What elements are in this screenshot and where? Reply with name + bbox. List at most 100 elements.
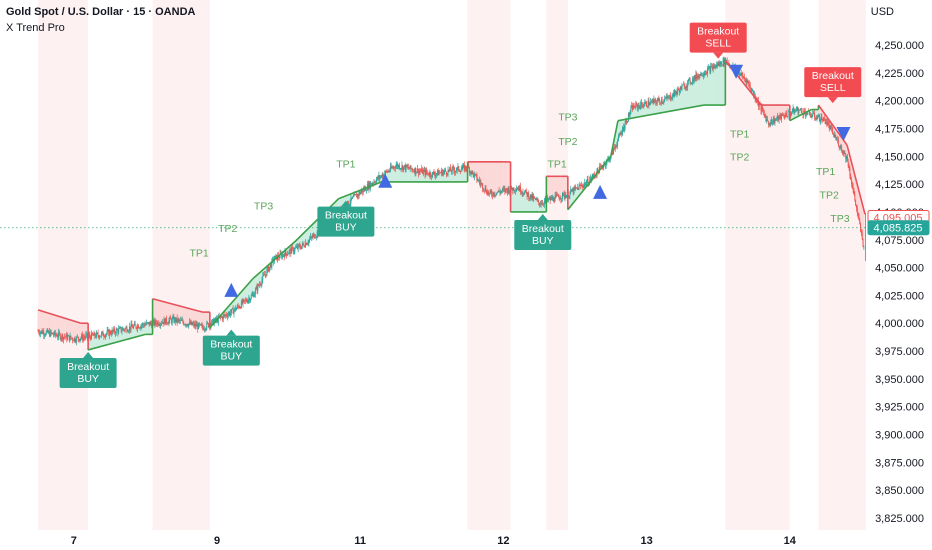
trend-fill-slice [446, 174, 448, 182]
trend-fill-slice [701, 75, 703, 106]
candle-body [621, 133, 623, 134]
trend-fill-slice [176, 305, 178, 322]
candle-body [147, 322, 149, 323]
down-triangle-icon [729, 64, 744, 79]
candle-body [283, 255, 285, 258]
trend-fill-slice [459, 171, 462, 182]
candle-body [264, 274, 266, 276]
trend-fill-slice [568, 195, 570, 209]
candle-body [617, 140, 619, 146]
trend-fill-slice [508, 161, 510, 193]
candle-body [397, 164, 399, 168]
tp-label: TP1 [547, 158, 566, 170]
trend-fill-slice [562, 176, 564, 193]
trend-fill-slice [570, 189, 572, 207]
candle-body [535, 198, 537, 200]
trend-fill-slice [433, 174, 435, 182]
candle-body [383, 174, 385, 177]
trend-fill-slice [58, 316, 60, 333]
trend-fill-slice [534, 199, 536, 212]
trend-fill-slice [225, 309, 227, 315]
candle-body [65, 334, 67, 338]
trend-fill-slice [83, 323, 85, 338]
indicator-name[interactable]: X Trend Pro [6, 22, 65, 34]
candle-body [697, 76, 699, 79]
trend-fill-slice [109, 333, 112, 344]
trend-fill-slice [59, 316, 61, 340]
trend-fill-slice [169, 303, 171, 318]
candle-body [105, 333, 107, 335]
candle-body [631, 105, 633, 108]
candle-body [820, 116, 822, 121]
trend-fill-slice [857, 187, 859, 216]
candle-body [630, 107, 632, 113]
candle-body [507, 188, 509, 193]
symbol-title[interactable]: Gold Spot / U.S. Dollar · 15 · OANDA [6, 6, 196, 18]
candle-body [586, 178, 588, 183]
candle-body [375, 182, 377, 184]
trend-fill-slice [775, 105, 777, 120]
y-tick-label: 3,925.000 [875, 402, 924, 414]
trend-fill-slice [563, 176, 565, 198]
trend-fill-slice [134, 325, 136, 338]
candle-body [562, 192, 564, 194]
trend-fill-slice [712, 66, 714, 106]
candle-body [296, 246, 297, 248]
trend-fill-slice [564, 176, 566, 196]
candle-body [255, 287, 257, 290]
candle-body [544, 198, 546, 202]
trend-fill-slice [721, 65, 723, 106]
trail-segment [87, 333, 146, 351]
candle-body [108, 330, 110, 336]
trend-fill-slice [705, 72, 707, 106]
candle-body [525, 189, 526, 192]
candle-body [486, 192, 488, 195]
candle-body [179, 319, 181, 322]
trend-fill-slice [39, 310, 41, 335]
candle-body [81, 334, 83, 339]
trend-fill-slice [351, 193, 353, 199]
trend-fill-slice [165, 302, 167, 318]
candle-body [372, 183, 374, 185]
trend-fill-slice [664, 98, 667, 113]
trend-fill-slice [795, 109, 797, 118]
candle-body [64, 337, 66, 338]
time-axis: 7 9 11 12 13 14 [0, 530, 932, 550]
candle-body [857, 212, 859, 216]
candle-body [426, 170, 428, 173]
y-tick-label: 4,150.000 [875, 151, 924, 163]
candle-body [599, 166, 601, 167]
trend-fill-slice [786, 105, 788, 117]
trend-fill-slice [149, 322, 151, 335]
candle-body [90, 336, 92, 340]
candle-body [122, 328, 124, 331]
trend-fill-slice [571, 189, 573, 205]
trend-fill-slice [417, 173, 420, 182]
trend-fill-slice [203, 312, 205, 330]
candle-body [772, 122, 773, 125]
trend-fill-slice [779, 105, 781, 115]
trend-fill-slice [548, 176, 550, 198]
candle-body [552, 197, 554, 200]
candle-body [416, 172, 418, 174]
candle-body [811, 116, 813, 117]
candle-body [614, 146, 616, 149]
trend-fill-slice [472, 161, 474, 173]
candle-body [126, 327, 128, 332]
candle-body [603, 165, 605, 168]
candle-body [590, 177, 592, 180]
trend-fill-slice [672, 93, 674, 111]
candle-body [282, 254, 284, 256]
trend-fill-slice [533, 197, 535, 212]
trend-fill-slice [106, 330, 108, 345]
trend-fill-slice [412, 170, 414, 182]
candle-body [532, 194, 534, 200]
trend-fill-slice [682, 84, 684, 109]
